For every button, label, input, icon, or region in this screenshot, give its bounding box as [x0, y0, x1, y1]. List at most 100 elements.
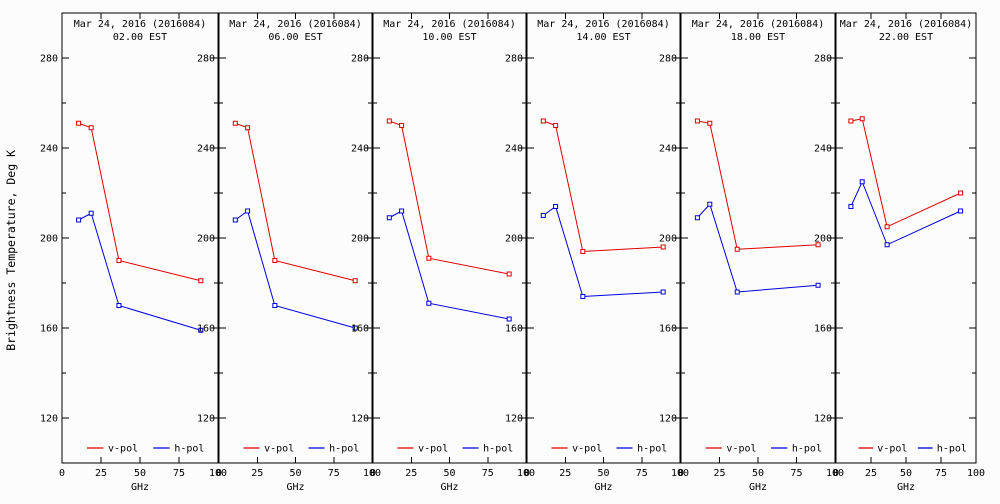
panel-border — [372, 12, 527, 464]
legend-label-h-pol: h-pol — [637, 444, 667, 455]
h-pol-marker — [815, 282, 821, 288]
y-tick-label: 120 — [40, 414, 58, 425]
y-tick-label: 120 — [197, 414, 215, 425]
y-tick-label: 120 — [659, 414, 677, 425]
v-pol-line — [850, 118, 961, 228]
legend-label-h-pol: h-pol — [329, 444, 359, 455]
x-tick-label: 0 — [59, 468, 65, 479]
x-tick-label: 100 — [363, 468, 381, 479]
x-axis-label: GHz — [131, 482, 149, 493]
h-pol-line — [234, 210, 356, 329]
y-tick-label: 160 — [659, 324, 677, 335]
h-pol-marker — [707, 201, 713, 207]
x-tick-label: 100 — [671, 468, 689, 479]
y-tick-label: 160 — [351, 324, 369, 335]
h-pol-marker — [859, 179, 865, 185]
h-pol-marker — [88, 210, 94, 216]
legend-label-v-pol: v-pol — [572, 444, 602, 455]
v-pol-marker — [426, 255, 432, 261]
y-tick-label: 200 — [814, 234, 832, 245]
v-pol-marker — [734, 246, 740, 252]
h-pol-line — [389, 210, 510, 320]
x-tick-label: 75 — [173, 468, 185, 479]
y-tick-label: 200 — [40, 234, 58, 245]
y-tick-label: 240 — [40, 144, 58, 155]
h-pol-marker — [506, 316, 512, 322]
x-tick-label: 25 — [405, 468, 417, 479]
x-tick-label: 0 — [370, 468, 376, 479]
h-pol-marker — [958, 208, 964, 214]
v-pol-marker — [272, 258, 278, 263]
h-pol-line — [850, 180, 961, 246]
v-pol-line — [389, 120, 510, 275]
y-tick-label: 160 — [197, 324, 215, 335]
x-tick-label: 0 — [833, 468, 839, 479]
panel-title-date: Mar 24, 2016 (2016084) — [537, 19, 669, 30]
panel-title-time: 06.00 EST — [268, 32, 322, 43]
x-tick-label: 75 — [328, 468, 340, 479]
v-pol-marker — [884, 224, 890, 230]
v-pol-marker — [859, 116, 865, 122]
legend-label-v-pol: v-pol — [877, 444, 907, 455]
v-pol-marker — [694, 118, 700, 124]
x-axis-label: GHz — [749, 482, 767, 493]
panel-title-date: Mar 24, 2016 (2016084) — [74, 19, 206, 30]
x-tick-label: 50 — [443, 468, 455, 479]
x-tick-label: 50 — [752, 468, 764, 479]
v-pol-line — [697, 120, 819, 250]
panel-title-time: 18.00 EST — [731, 32, 785, 43]
panel-title-date: Mar 24, 2016 (2016084) — [692, 19, 824, 30]
h-pol-marker — [848, 204, 854, 209]
h-pol-line — [542, 205, 664, 298]
x-tick-label: 50 — [597, 468, 609, 479]
x-tick-label: 50 — [900, 468, 912, 479]
x-tick-label: 25 — [95, 468, 107, 479]
legend-label-v-pol: v-pol — [108, 444, 138, 455]
h-pol-marker — [245, 208, 251, 214]
legend-label-h-pol: h-pol — [792, 444, 822, 455]
y-tick-label: 200 — [351, 234, 369, 245]
chart-panel-0: Mar 24, 2016 (2016084) 02.00 EST 120 160 200… — [40, 12, 227, 493]
v-pol-marker — [580, 249, 586, 254]
y-tick-label: 240 — [814, 144, 832, 155]
v-pol-marker — [848, 118, 854, 124]
h-pol-marker — [198, 327, 204, 333]
y-tick-label: 280 — [40, 54, 58, 65]
v-pol-marker — [707, 120, 713, 126]
y-tick-label: 120 — [505, 414, 523, 425]
panel-title-time: 22.00 EST — [879, 32, 933, 43]
panel-border — [835, 12, 977, 464]
h-pol-marker — [426, 300, 432, 306]
legend-label-v-pol: v-pol — [418, 444, 448, 455]
panel-title-time: 02.00 EST — [113, 32, 167, 43]
y-tick-label: 280 — [505, 54, 523, 65]
h-pol-marker — [660, 289, 666, 295]
x-tick-label: 25 — [251, 468, 263, 479]
x-tick-label: 75 — [636, 468, 648, 479]
panel-title-time: 10.00 EST — [422, 32, 476, 43]
v-pol-marker — [815, 242, 821, 248]
v-pol-marker — [198, 278, 204, 284]
x-tick-label: 25 — [865, 468, 877, 479]
x-tick-label: 100 — [826, 468, 844, 479]
panel-border — [526, 12, 681, 464]
h-pol-line — [697, 203, 819, 293]
panel-border — [61, 12, 219, 464]
h-pol-marker — [694, 215, 700, 221]
y-tick-label: 280 — [351, 54, 369, 65]
y-tick-label: 240 — [505, 144, 523, 155]
y-tick-label: 280 — [814, 54, 832, 65]
x-tick-label: 100 — [517, 468, 535, 479]
v-pol-marker — [245, 125, 251, 131]
x-tick-label: 100 — [209, 468, 227, 479]
v-pol-marker — [540, 118, 546, 124]
x-tick-label: 25 — [713, 468, 725, 479]
panel-title-date: Mar 24, 2016 (2016084) — [383, 19, 515, 30]
panel-border — [680, 12, 836, 464]
y-tick-label: 200 — [197, 234, 215, 245]
x-tick-label: 0 — [216, 468, 222, 479]
x-tick-label: 0 — [524, 468, 530, 479]
x-tick-label: 0 — [678, 468, 684, 479]
